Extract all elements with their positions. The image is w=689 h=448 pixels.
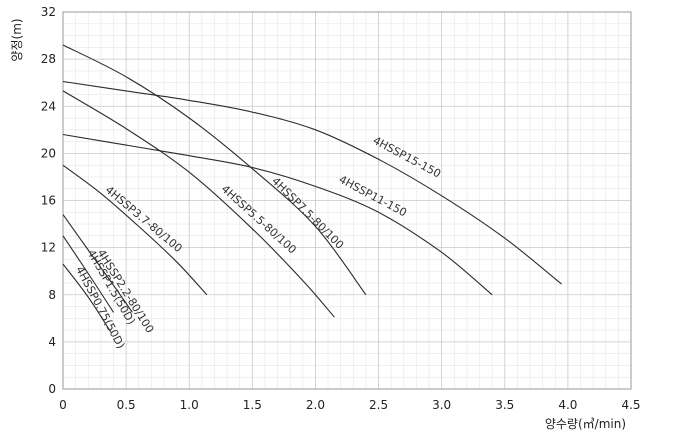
curve-line [62,90,335,318]
curve-line [62,133,493,296]
x-tick-label: 3.0 [432,398,451,412]
curve-line [62,263,112,333]
y-tick-label: 20 [41,146,56,160]
x-tick-label: 2.5 [369,398,388,412]
plot-frame [62,11,632,390]
x-tick-label: 0.5 [117,398,136,412]
curve-label: 4HSSP15-150 [371,134,443,181]
curve-label: 4HSSP3.7-80/100 [103,183,185,255]
x-tick-label: 1.5 [243,398,262,412]
curve-line [62,214,133,313]
x-axis-label: 양수량(㎥/min) [545,417,626,431]
curve-line [62,164,208,296]
y-tick-label: 24 [41,99,56,113]
y-tick-label: 28 [41,52,56,66]
y-tick-label: 12 [41,241,56,255]
x-tick-label: 0 [59,398,67,412]
x-tick-label: 3.5 [495,398,514,412]
curve-line [62,80,562,285]
curve-line [62,235,114,313]
y-tick-label: 8 [48,288,56,302]
y-tick-label: 0 [48,382,56,396]
x-tick-label: 4.5 [621,398,640,412]
y-tick-label: 32 [41,5,56,19]
y-axis-label: 양정(m) [10,18,24,61]
x-tick-label: 1.0 [180,398,199,412]
performance-curves [62,44,562,333]
x-tick-label: 2.0 [306,398,325,412]
y-axis-ticks: 0 4 8 12 16 20 24 28 32 [41,5,56,396]
x-tick-label: 4.0 [558,398,577,412]
y-tick-label: 16 [41,194,56,208]
x-axis-ticks: 0 0.5 1.0 1.5 2.0 2.5 3.0 3.5 4.0 4.5 [59,398,640,412]
curve-line [62,44,367,296]
y-tick-label: 4 [48,335,56,349]
